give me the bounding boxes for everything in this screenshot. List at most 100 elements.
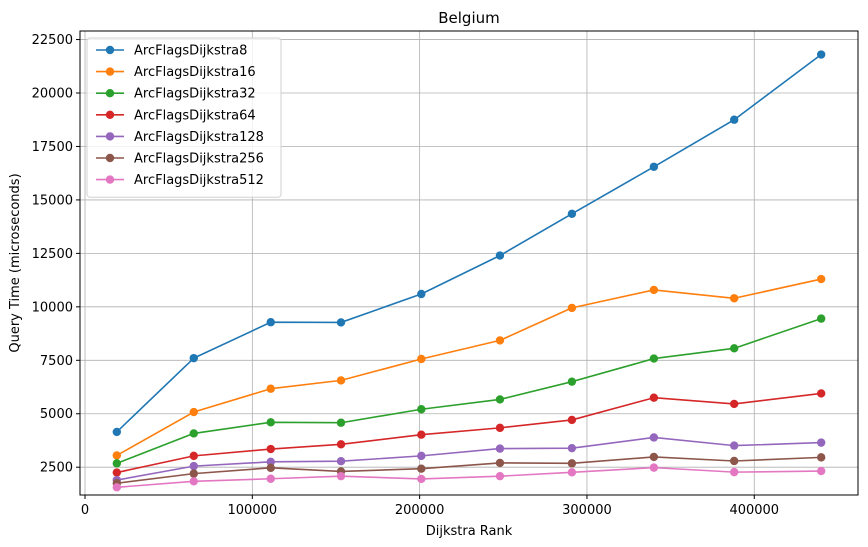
legend-box [86, 37, 282, 198]
legend-marker [105, 110, 115, 120]
data-point [816, 274, 826, 284]
series-ArcFlagsDijkstra64 [112, 389, 826, 477]
data-point [567, 443, 577, 453]
data-point [417, 464, 426, 473]
series-ArcFlagsDijkstra256 [112, 452, 826, 488]
data-point [112, 483, 122, 492]
series-ArcFlagsDijkstra512 [112, 463, 826, 492]
data-point [112, 468, 122, 477]
series-ArcFlagsDijkstra128 [112, 433, 826, 485]
legend-label: ArcFlagsDijkstra256 [134, 152, 264, 167]
legend-marker [105, 175, 115, 184]
legend-marker [105, 45, 115, 55]
data-point [649, 463, 659, 472]
data-point [649, 452, 659, 462]
legend-label: ArcFlagsDijkstra128 [134, 130, 264, 145]
data-point [417, 354, 426, 364]
data-point [816, 438, 826, 447]
legend-label: ArcFlagsDijkstra32 [134, 87, 256, 102]
data-point [336, 376, 346, 385]
data-point [417, 405, 426, 414]
legend-item: ArcFlagsDijkstra8 [96, 44, 247, 59]
data-point [336, 457, 346, 466]
data-point [816, 389, 826, 398]
data-point [417, 474, 426, 484]
data-point [495, 251, 505, 260]
data-point [189, 451, 198, 461]
y-tick-label: 17500 [32, 140, 73, 155]
legend-item: ArcFlagsDijkstra512 [96, 173, 264, 188]
y-tick-label: 10000 [32, 300, 73, 315]
y-tick-label: 5000 [40, 407, 73, 422]
legend-marker [105, 132, 115, 141]
data-point [567, 459, 577, 468]
data-point [567, 415, 577, 425]
data-point [729, 294, 739, 303]
data-point [816, 314, 826, 323]
data-point [266, 444, 275, 454]
legend-marker [105, 89, 115, 98]
x-tick-label: 0 [81, 503, 89, 518]
data-point [336, 440, 346, 449]
grid [80, 31, 858, 495]
data-point [266, 463, 275, 473]
data-point [266, 474, 275, 483]
legend-marker [105, 67, 115, 76]
x-tick-label: 300000 [562, 503, 612, 518]
series-ArcFlagsDijkstra32 [112, 314, 826, 468]
legend-label: ArcFlagsDijkstra16 [134, 65, 256, 80]
series-line [116, 456, 822, 485]
data-point [567, 377, 577, 386]
data-point [495, 395, 505, 404]
data-point [189, 353, 198, 363]
plot-frame [79, 30, 859, 496]
legend-item: ArcFlagsDijkstra256 [96, 152, 264, 167]
series-ArcFlagsDijkstra16 [112, 274, 826, 460]
data-point [266, 418, 275, 427]
y-axis-label: Query Time (microseconds) [8, 173, 23, 352]
data-point [417, 430, 426, 439]
data-point [336, 471, 346, 481]
data-point [189, 461, 198, 471]
data-point [495, 444, 505, 453]
data-point [567, 209, 577, 219]
data-point [649, 162, 659, 171]
data-point [189, 429, 198, 438]
data-point [729, 467, 739, 477]
legend-item: ArcFlagsDijkstra128 [96, 130, 264, 145]
data-point [729, 441, 739, 450]
data-point [649, 433, 659, 442]
data-point [266, 318, 275, 327]
data-point [112, 427, 122, 437]
x-tick-label: 100000 [228, 503, 278, 518]
series-line [116, 436, 822, 481]
y-tick-label: 15000 [32, 193, 73, 208]
data-point [816, 453, 826, 462]
axis-ticks: 0 100000 200000 300000 400000 2500 5000 7500 100… [32, 33, 779, 518]
series-line [116, 466, 822, 489]
data-point [816, 50, 826, 59]
data-point [816, 466, 826, 476]
x-tick-label: 400000 [729, 503, 779, 518]
data-point [189, 407, 198, 417]
data-point [112, 459, 122, 468]
legend-marker [105, 153, 115, 163]
series-line [116, 53, 822, 433]
data-point [112, 451, 122, 460]
data-point [649, 393, 659, 402]
data-point [495, 458, 505, 468]
data-point [336, 418, 346, 427]
data-point [729, 344, 739, 353]
legend: ArcFlagsDijkstra8 ArcFlagsDijkstra16 ArcFl… [86, 37, 282, 198]
series-line [116, 317, 822, 465]
data-point [417, 289, 426, 299]
y-tick-label: 2500 [40, 461, 73, 476]
data-point [266, 457, 275, 467]
y-tick-label: 7500 [40, 354, 73, 369]
data-point [417, 451, 426, 461]
data-point [336, 318, 346, 327]
y-tick-label: 20000 [32, 87, 73, 102]
data-point [649, 285, 659, 295]
legend-item: ArcFlagsDijkstra64 [96, 108, 256, 123]
